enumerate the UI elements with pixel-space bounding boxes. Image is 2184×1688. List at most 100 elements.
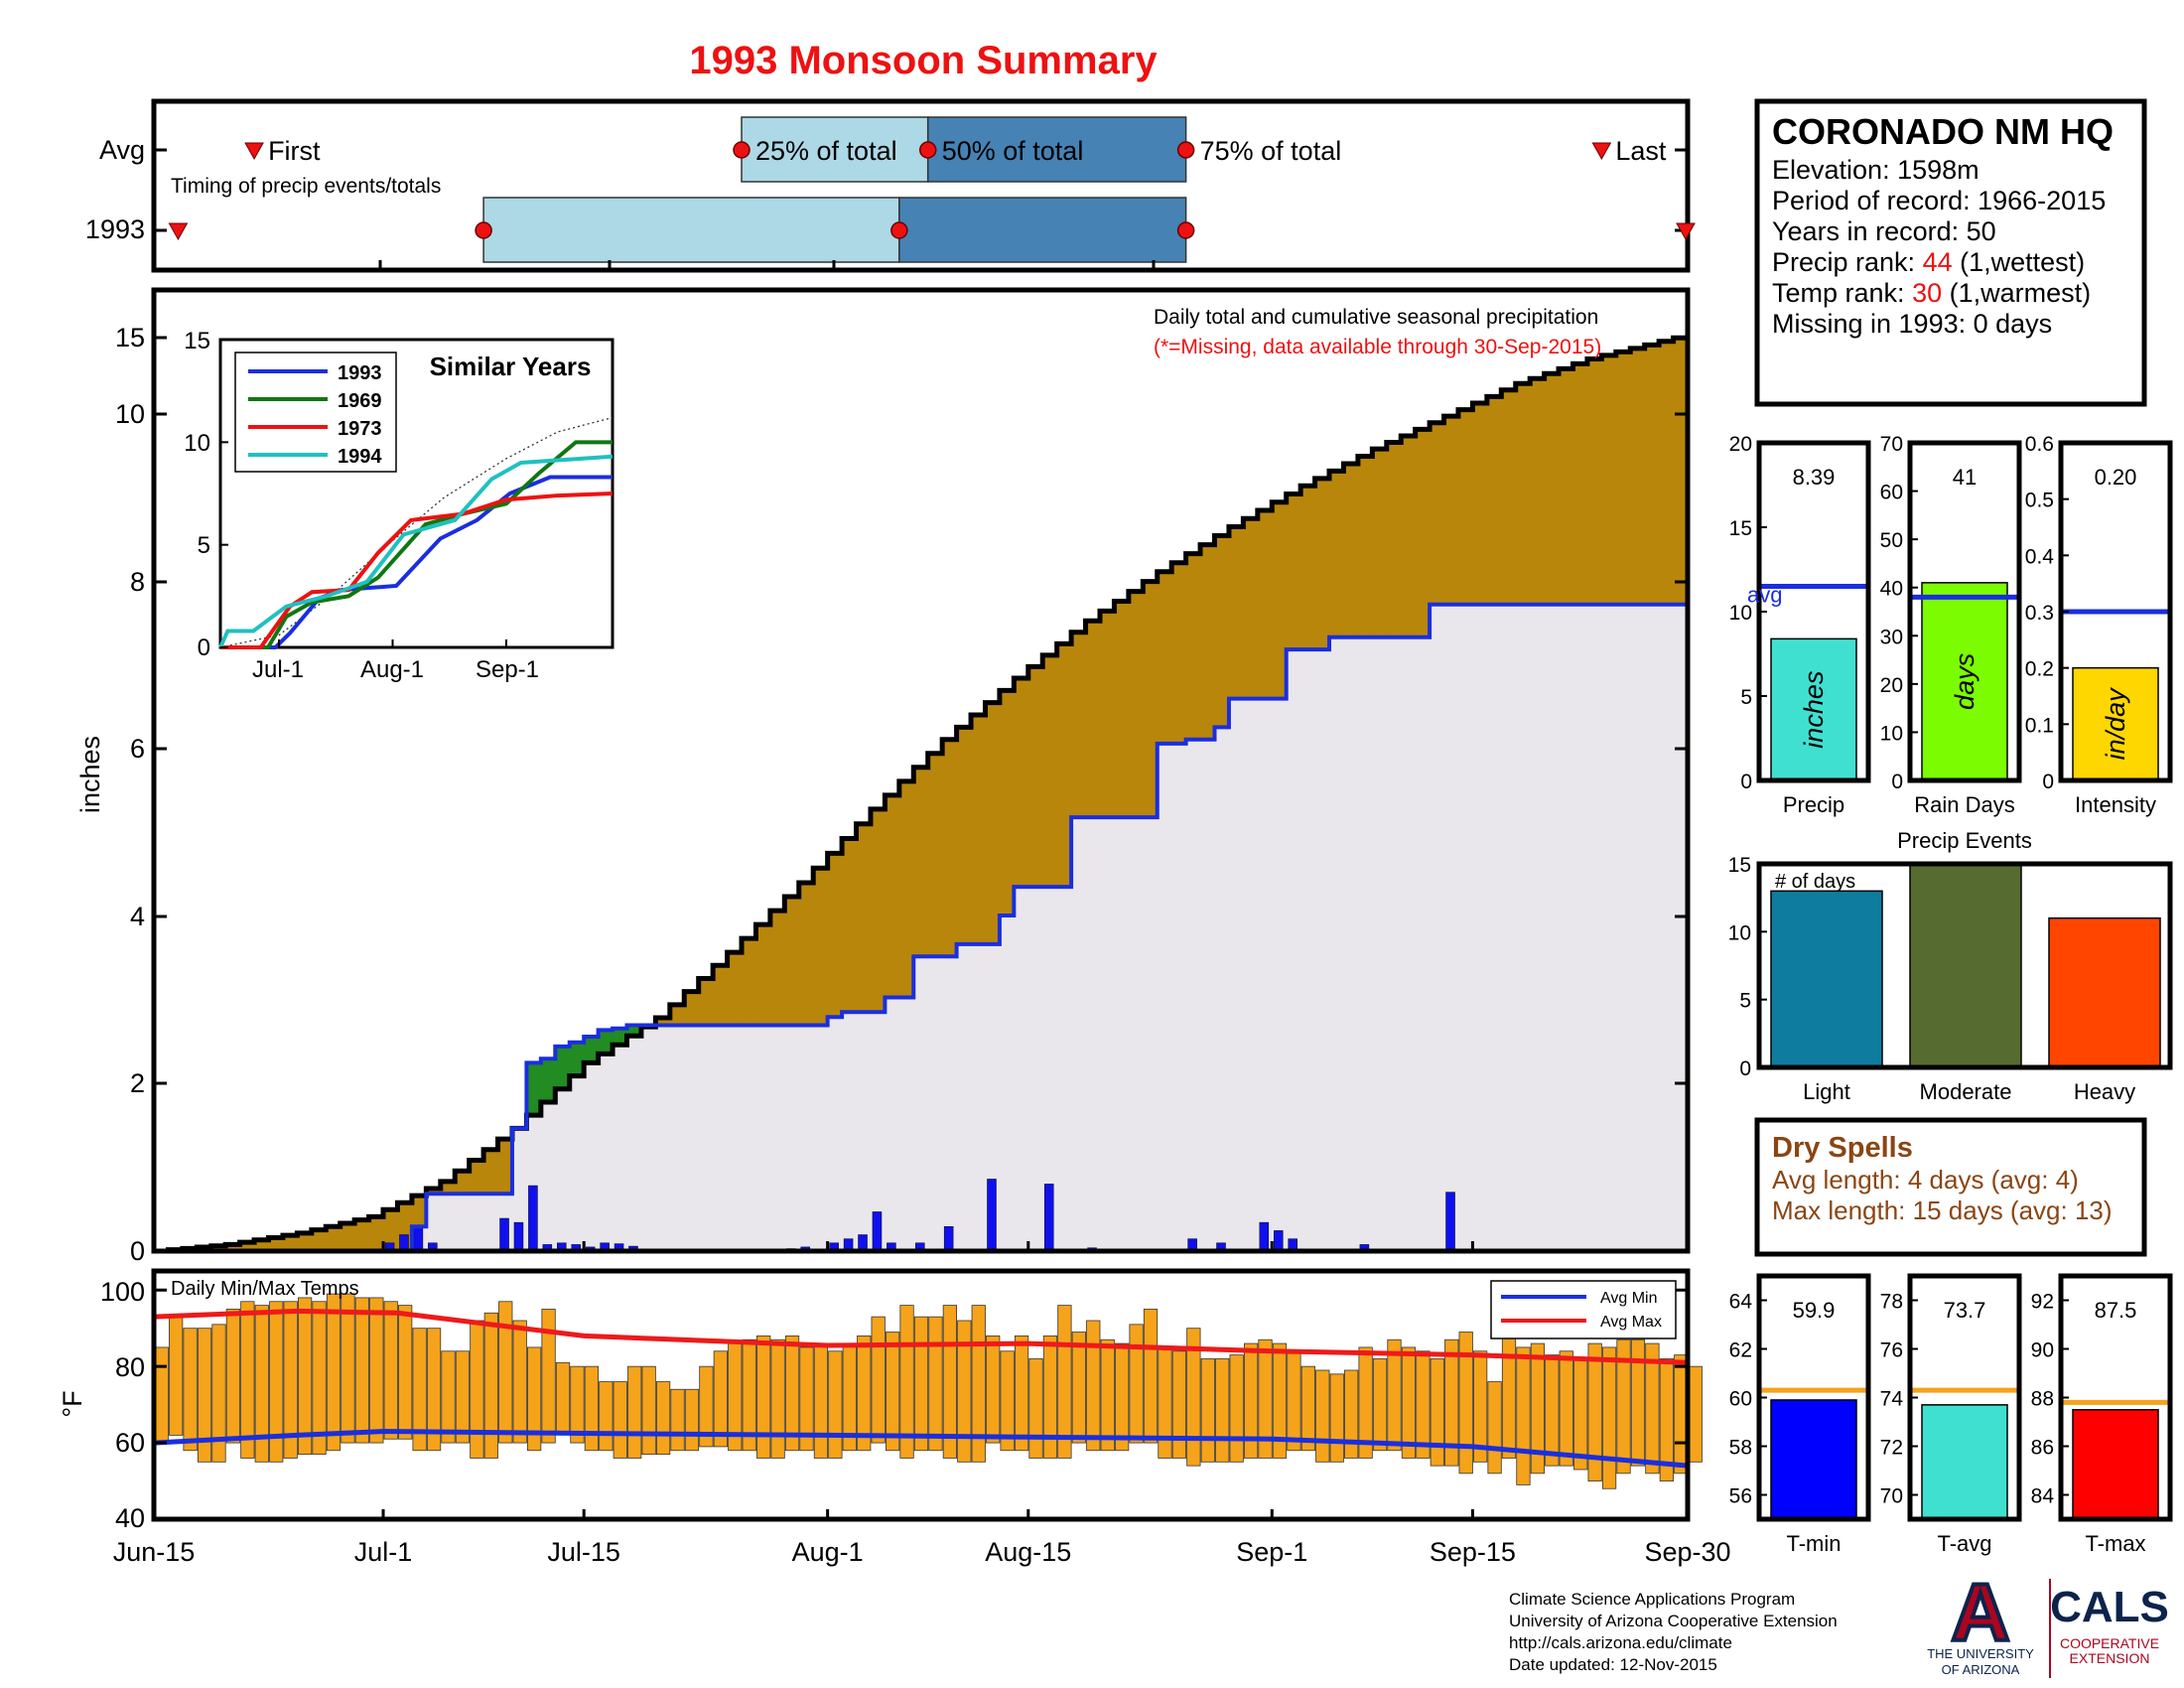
dry-spells-frame	[1754, 1117, 2147, 1257]
daily-temp-bar	[1300, 1365, 1315, 1452]
precip-deficit-area	[1515, 383, 1531, 605]
x-axis-label: Jun-15	[113, 1537, 196, 1567]
events-frame	[1756, 861, 2173, 1070]
tavg-stat-label: T-avg	[1937, 1531, 1991, 1556]
tmin-stat-tick-label: 60	[1729, 1388, 1752, 1411]
raindays-stat-panel: 41 Rain Days 0 10 20 30 40 50 60 70 days	[1880, 433, 2022, 817]
precip-ytick-label: 4	[130, 902, 145, 931]
precip-deficit-area	[956, 727, 972, 944]
x-axis-label: Sep-15	[1430, 1537, 1516, 1567]
raindays-stat-label: Rain Days	[1914, 792, 2014, 817]
temp-legend-max-label: Avg Max	[1600, 1314, 1662, 1331]
daily-temp-bar	[312, 1301, 327, 1456]
intensity-stat-bar	[2072, 666, 2159, 781]
daily-temp-bar	[828, 1350, 843, 1459]
precip-surplus-area	[613, 1028, 628, 1046]
precip-deficit-area	[1329, 471, 1345, 637]
precip-deficit-area	[1272, 501, 1288, 699]
similar-xtick-aug: Aug-1	[360, 656, 424, 683]
dry-spells-title: Dry Spells	[1772, 1132, 1913, 1164]
tmax-stat-bar	[2072, 1409, 2159, 1520]
x-axis-label: Jul-1	[354, 1537, 413, 1567]
precip-deficit-area	[1228, 526, 1244, 699]
timing-avg-bar-50-75	[926, 116, 1187, 183]
daily-temp-bar	[1014, 1335, 1029, 1452]
station-info-box: CORONADO NM HQ Elevation: 1598m Period o…	[1754, 98, 2147, 407]
timing-caption: Timing of precip events/totals	[171, 175, 441, 198]
precip-deficit-area	[1601, 354, 1617, 605]
daily-temp-bar	[483, 1312, 498, 1459]
precip-surplus-area	[526, 1062, 542, 1116]
raindays-stat-tick-label: 20	[1880, 674, 1903, 697]
precip-deficit-area	[1386, 442, 1402, 637]
daily-temp-bar	[655, 1381, 671, 1456]
tmin-stat-value: 59.9	[1793, 1298, 1836, 1323]
timing-avg-label: Avg	[99, 135, 145, 165]
tmin-stat-panel: 59.9 T-min 56 58 60 62 64	[1729, 1273, 1871, 1556]
precip-surplus-area	[584, 1037, 600, 1063]
station-period: Period of record: 1966-2015	[1772, 186, 2106, 215]
timing-year-p25-marker	[475, 221, 492, 239]
precip-stat-value: 8.39	[1793, 465, 1836, 490]
daily-temp-bar	[183, 1328, 198, 1452]
tmax-stat-tick-label: 86	[2031, 1437, 2054, 1460]
events-tick-label: 15	[1728, 854, 1751, 877]
daily-temp-bar	[670, 1388, 685, 1452]
precip-deficit-area	[1257, 509, 1273, 699]
precip-deficit-area	[1014, 677, 1029, 888]
raindays-stat-tick-label: 60	[1880, 482, 1903, 504]
daily-temp-bar	[1601, 1346, 1617, 1489]
x-axis-label: Sep-30	[1644, 1537, 1730, 1567]
daily-temp-bar	[169, 1316, 184, 1436]
events-bar-heavy	[2048, 916, 2161, 1068]
precip-deficit-area	[1443, 416, 1459, 605]
events-label-moderate: Moderate	[1920, 1079, 2012, 1104]
tmax-stat-tick-label: 88	[2031, 1388, 2054, 1411]
daily-temp-bar	[441, 1350, 456, 1444]
daily-temp-bar	[1129, 1324, 1144, 1444]
ua-line1: THE UNIVERSITY	[1927, 1646, 2034, 1661]
precip-deficit-area	[1042, 654, 1058, 888]
precip-deficit-area	[1544, 373, 1560, 605]
daily-temp-bar	[269, 1301, 284, 1463]
precip-deficit-area	[1185, 553, 1201, 740]
university-of-arizona-logo: A THE UNIVERSITY OF ARIZONA	[1927, 1566, 2034, 1677]
precip-deficit-area	[827, 853, 843, 1018]
precip-surplus-area	[626, 1025, 642, 1037]
daily-temp-bar	[1100, 1338, 1115, 1452]
precip-deficit-area	[870, 808, 887, 1013]
similar-legend-label-1969: 1969	[338, 390, 382, 412]
cals-sub2: EXTENSION	[2070, 1650, 2150, 1666]
daily-temp-bar	[742, 1338, 756, 1452]
station-frame	[1754, 98, 2147, 407]
daily-temp-bar	[254, 1305, 269, 1463]
precip-deficit-area	[713, 965, 729, 1026]
precip-deficit-area	[469, 1160, 484, 1195]
seasonal-stat-panels: 8.39 Precip 0 5 10 15 20 inches avg 41 Rain Days 0 1…	[1729, 433, 2173, 817]
precip-stat-tick-label: 15	[1729, 517, 1752, 540]
daily-temp-bar	[570, 1365, 585, 1444]
temp-ylabel: °F	[58, 1390, 87, 1417]
daily-temp-bar	[1387, 1338, 1402, 1452]
precip-deficit-area	[1401, 435, 1417, 637]
station-years: Years in record: 50	[1772, 216, 1996, 246]
timing-year-p75-marker	[1176, 221, 1195, 239]
dry-spells-avg: Avg length: 4 days (avg: 4)	[1772, 1165, 2079, 1195]
daily-temp-bar	[1688, 1365, 1703, 1463]
avg-max-line	[153, 1308, 1689, 1365]
precip-deficit-area	[698, 978, 714, 1026]
daily-precip-bar	[528, 1185, 538, 1252]
daily-temp-bar	[1086, 1320, 1101, 1452]
tmin-stat-tick-label: 56	[1729, 1485, 1752, 1508]
daily-temp-bar	[1487, 1381, 1502, 1475]
similar-legend-label-1994: 1994	[338, 446, 382, 468]
figure-title: 1993 Monsoon Summary	[689, 39, 1158, 82]
precip-deficit-area	[497, 1139, 513, 1195]
footer-line2: University of Arizona Cooperative Extens…	[1509, 1612, 1838, 1630]
daily-temp-bar	[1616, 1338, 1631, 1475]
precip-deficit-area	[856, 823, 872, 1013]
similar-line-1969	[220, 440, 613, 649]
daily-temp-bar	[225, 1309, 241, 1444]
daily-temp-bar	[1645, 1342, 1660, 1475]
daily-temp-bar	[957, 1320, 972, 1463]
